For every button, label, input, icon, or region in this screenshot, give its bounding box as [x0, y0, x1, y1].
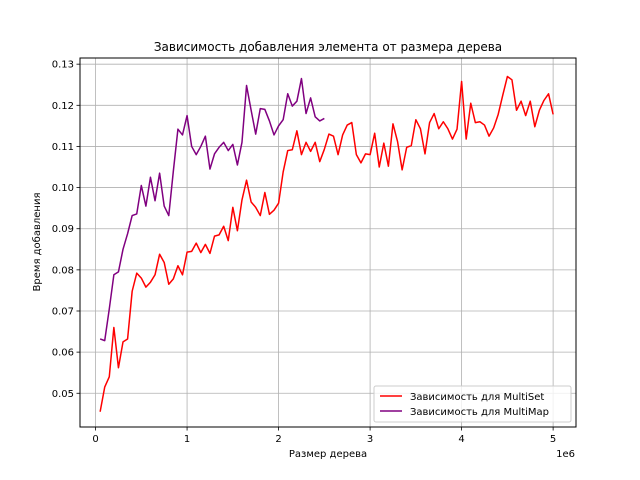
series-line-multiset	[99, 75, 554, 412]
y-tick-label: 0.10	[52, 183, 74, 194]
chart-title: Зависимость добавления элемента от разме…	[154, 40, 502, 54]
legend: Зависимость для MultiSet Зависимость для…	[373, 385, 572, 423]
plot-frame	[79, 57, 577, 428]
y-tick-label: 0.07	[52, 306, 74, 317]
x-tick-label: 5	[550, 434, 556, 445]
x-axis-label: Размер дерева	[289, 449, 367, 460]
y-tick-label: 0.08	[52, 265, 74, 276]
y-axis-label: Время добавления	[32, 193, 43, 292]
x-tick-label: 2	[275, 434, 281, 445]
legend-label-multiset: Зависимость для MultiSet	[410, 392, 544, 403]
x-tick-label: 4	[458, 434, 464, 445]
grid	[80, 58, 576, 427]
y-axis: 0.05 0.06 0.07 0.08 0.09 0.10 0.11 0.12 0.13	[52, 60, 80, 400]
series-layer	[99, 75, 554, 412]
legend-box	[373, 385, 572, 423]
x-axis: 0 1 2 3 4 5	[92, 427, 556, 445]
legend-label-multimap: Зависимость для MultiMap	[410, 407, 549, 418]
x-axis-offset-text: 1e6	[556, 449, 575, 460]
series-line-multimap	[99, 77, 325, 342]
x-tick-label: 3	[367, 434, 373, 445]
y-tick-label: 0.05	[52, 389, 74, 400]
x-tick-label: 1	[184, 434, 190, 445]
y-tick-label: 0.12	[52, 101, 74, 112]
y-tick-label: 0.11	[52, 142, 74, 153]
x-tick-label: 0	[92, 434, 98, 445]
y-tick-label: 0.06	[52, 348, 74, 359]
y-tick-label: 0.13	[52, 60, 74, 71]
y-tick-label: 0.09	[52, 224, 74, 235]
